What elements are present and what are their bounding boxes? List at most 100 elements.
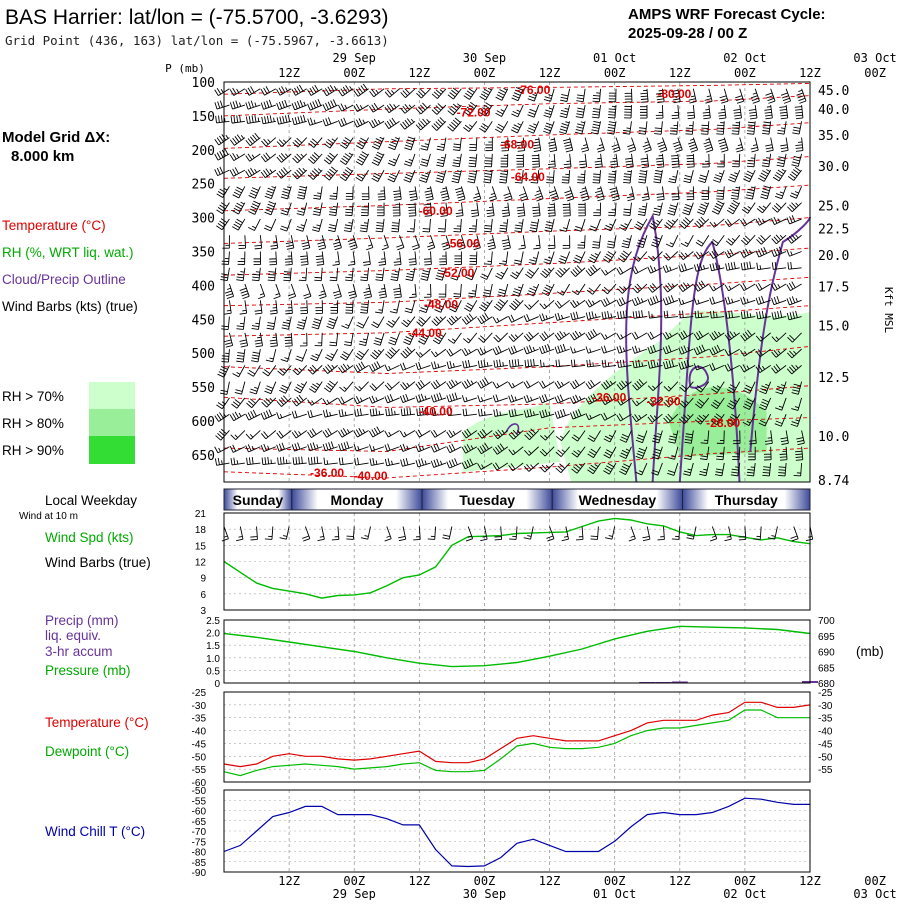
upper-wind-barb bbox=[663, 251, 679, 261]
upper-wind-barb bbox=[693, 297, 709, 305]
upper-wind-barb bbox=[291, 84, 307, 96]
surface-wind-barb bbox=[398, 526, 407, 542]
upper-wind-barb bbox=[291, 100, 307, 111]
upper-wind-barb bbox=[587, 462, 601, 475]
upper-wind-barb bbox=[384, 443, 400, 452]
upper-wind-barb bbox=[386, 316, 400, 328]
upper-wind-barb bbox=[508, 332, 524, 342]
upper-wind-barb bbox=[647, 265, 663, 274]
temperature-contour bbox=[223, 247, 811, 276]
upper-wind-barb bbox=[355, 348, 369, 361]
cloud-outline bbox=[749, 216, 811, 453]
upper-wind-barb bbox=[777, 121, 787, 135]
upper-wind-barb bbox=[456, 235, 466, 251]
upper-wind-barb bbox=[276, 114, 292, 125]
upper-wind-barb bbox=[763, 446, 772, 461]
upper-wind-barb bbox=[450, 267, 462, 281]
upper-wind-barb bbox=[594, 153, 603, 169]
upper-wind-barb bbox=[293, 381, 308, 394]
upper-wind-barb bbox=[485, 137, 493, 152]
upper-wind-barb bbox=[554, 299, 570, 309]
upper-wind-barb bbox=[764, 430, 773, 445]
upper-wind-barb bbox=[236, 267, 246, 282]
upper-wind-barb bbox=[740, 234, 756, 246]
pressure-tick-label: 690 bbox=[818, 648, 835, 659]
upper-wind-barb bbox=[482, 283, 493, 298]
upper-wind-barb bbox=[276, 442, 292, 452]
upper-wind-barb bbox=[232, 201, 246, 215]
upper-wind-barb bbox=[771, 363, 787, 374]
top-date-label: 01 Oct bbox=[593, 51, 636, 65]
upper-wind-barb bbox=[231, 397, 246, 409]
upper-wind-barb bbox=[415, 380, 431, 390]
upper-wind-barb bbox=[652, 202, 663, 216]
upper-wind-barb bbox=[678, 282, 694, 293]
upper-wind-barb bbox=[678, 359, 694, 370]
upper-wind-barb bbox=[558, 121, 571, 135]
upper-wind-barb bbox=[221, 316, 230, 330]
upper-wind-barb bbox=[384, 117, 400, 129]
upper-wind-barb bbox=[399, 430, 416, 438]
upper-wind-barb bbox=[447, 103, 462, 116]
temperature-contour-label: -72.00 bbox=[457, 106, 491, 120]
upper-wind-barb bbox=[523, 409, 539, 418]
upper-wind-barb bbox=[779, 104, 789, 120]
upper-wind-barb bbox=[651, 446, 663, 460]
surface-wind-barb bbox=[657, 526, 665, 541]
upper-wind-barb bbox=[375, 218, 385, 233]
pressure-tick-label: 680 bbox=[818, 679, 835, 690]
upper-wind-barb bbox=[327, 218, 339, 233]
upper-wind-barb bbox=[678, 330, 694, 340]
upper-wind-barb bbox=[461, 458, 478, 470]
upper-wind-barb bbox=[215, 115, 230, 124]
upper-wind-barb bbox=[423, 202, 433, 217]
upper-wind-barb bbox=[571, 430, 586, 442]
upper-wind-barb bbox=[214, 166, 230, 177]
surface-wind-barb bbox=[413, 526, 421, 541]
upper-wind-barb bbox=[262, 365, 277, 377]
upper-wind-barb bbox=[415, 444, 431, 453]
upper-wind-barb bbox=[709, 249, 725, 259]
surface-wind-barb bbox=[561, 526, 569, 542]
upper-wind-barb bbox=[434, 300, 447, 313]
upper-wind-barb bbox=[441, 235, 451, 251]
upper-wind-barb bbox=[795, 137, 804, 152]
upper-wind-barb bbox=[366, 235, 374, 251]
upper-wind-barb bbox=[347, 251, 356, 266]
upper-wind-barb bbox=[709, 296, 725, 305]
upper-wind-barb bbox=[467, 170, 478, 184]
legend-temperature: Temperature (°C) bbox=[2, 218, 106, 233]
upper-wind-barb bbox=[479, 121, 493, 133]
upper-wind-barb bbox=[632, 397, 648, 407]
height-tick-label: 45.0 bbox=[818, 84, 849, 99]
bottom-hour-label: 00Z bbox=[864, 874, 886, 888]
upper-wind-barb bbox=[631, 266, 648, 275]
upper-wind-barb bbox=[361, 186, 370, 201]
upper-wind-barb bbox=[593, 202, 602, 217]
upper-wind-barb bbox=[446, 379, 462, 390]
upper-wind-barb bbox=[368, 426, 385, 438]
upper-wind-barb bbox=[232, 186, 246, 199]
upper-wind-barb bbox=[400, 407, 416, 417]
upper-wind-barb bbox=[322, 397, 338, 406]
upper-wind-barb bbox=[343, 218, 354, 233]
upper-wind-barb bbox=[704, 88, 713, 104]
top-hour-label: 12Z bbox=[799, 66, 821, 80]
upper-wind-barb bbox=[756, 202, 772, 214]
upper-wind-barb bbox=[743, 381, 756, 394]
upper-wind-barb bbox=[619, 430, 632, 443]
upper-wind-barb bbox=[755, 332, 771, 342]
weekday-label: Sunday bbox=[233, 492, 284, 508]
height-tick-label: 12.5 bbox=[818, 371, 849, 386]
upper-wind-barb bbox=[667, 462, 679, 476]
upper-wind-barb bbox=[245, 167, 261, 178]
upper-wind-barb bbox=[264, 186, 277, 200]
upper-wind-barb bbox=[431, 117, 447, 131]
upper-wind-barb bbox=[627, 137, 637, 153]
upper-wind-barb bbox=[683, 170, 694, 184]
surface-wind-barb bbox=[427, 526, 437, 540]
upper-wind-barb bbox=[260, 168, 277, 179]
upper-wind-barb bbox=[616, 380, 632, 391]
upper-wind-barb bbox=[417, 332, 431, 345]
